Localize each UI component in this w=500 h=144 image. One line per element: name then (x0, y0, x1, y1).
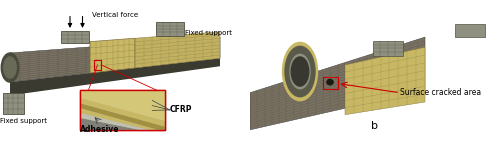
Polygon shape (80, 103, 165, 130)
Polygon shape (80, 98, 165, 127)
Text: Vertical force: Vertical force (92, 12, 138, 18)
FancyBboxPatch shape (80, 90, 165, 130)
FancyBboxPatch shape (2, 93, 24, 114)
FancyBboxPatch shape (156, 22, 184, 36)
FancyBboxPatch shape (61, 31, 89, 43)
Ellipse shape (1, 53, 19, 82)
Polygon shape (80, 90, 165, 130)
Polygon shape (345, 47, 425, 115)
Text: Fixed support: Fixed support (0, 118, 47, 124)
Text: Surface cracked area: Surface cracked area (400, 88, 481, 97)
Ellipse shape (327, 79, 333, 85)
Ellipse shape (291, 57, 309, 86)
Text: Fixed support: Fixed support (185, 30, 232, 36)
Text: CFRP: CFRP (170, 105, 192, 114)
Text: Adhesive: Adhesive (80, 125, 120, 134)
Polygon shape (80, 113, 150, 130)
Polygon shape (80, 90, 165, 121)
Ellipse shape (285, 46, 315, 97)
Ellipse shape (4, 57, 16, 78)
Polygon shape (10, 58, 220, 95)
Polygon shape (80, 118, 140, 130)
Ellipse shape (282, 42, 318, 101)
Polygon shape (250, 37, 425, 130)
Text: a: a (122, 121, 128, 131)
Polygon shape (80, 108, 158, 130)
Text: b: b (372, 121, 378, 131)
Polygon shape (135, 32, 220, 68)
Ellipse shape (290, 54, 310, 89)
Polygon shape (90, 38, 135, 73)
FancyBboxPatch shape (455, 24, 485, 37)
FancyBboxPatch shape (372, 41, 402, 55)
Polygon shape (10, 37, 220, 82)
